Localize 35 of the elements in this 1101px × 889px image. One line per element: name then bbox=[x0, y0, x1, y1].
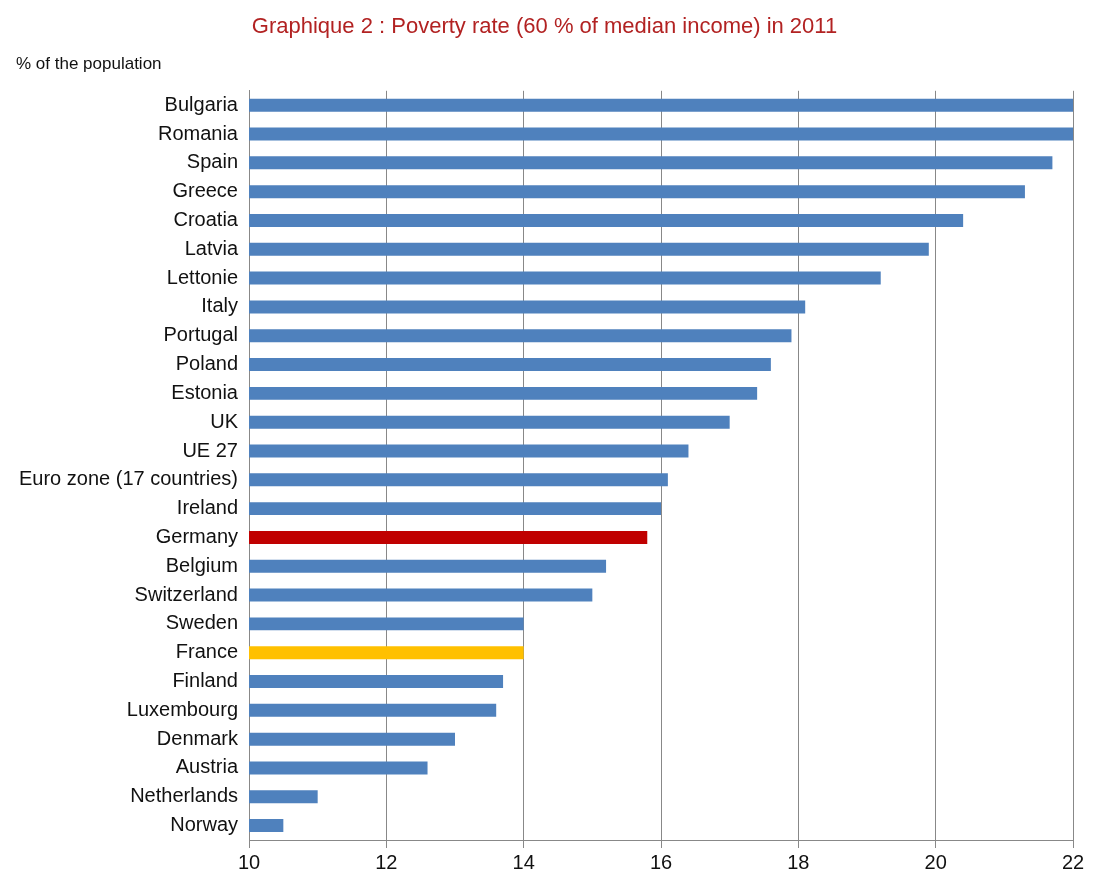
y-tick-label: Spain bbox=[186, 150, 238, 173]
y-tick-label: France bbox=[175, 640, 238, 663]
y-tick-label: Austria bbox=[175, 755, 239, 778]
y-tick-label: Sweden bbox=[165, 611, 238, 634]
x-tick-label: 18 bbox=[787, 850, 810, 873]
y-tick-label: Belgium bbox=[165, 553, 238, 576]
y-tick-label: Luxembourg bbox=[126, 697, 238, 720]
y-tick-label: Poland bbox=[175, 352, 238, 375]
y-tick-label: Finland bbox=[172, 669, 238, 692]
chart-title: Graphique 2 : Poverty rate (60 % of median income) in 2011 bbox=[251, 13, 838, 39]
y-tick-label: Netherlands bbox=[130, 784, 238, 807]
y-tick-label: Estonia bbox=[171, 380, 239, 403]
y-tick-label: Euro zone (17 countries) bbox=[18, 467, 238, 490]
y-tick-label: Bulgaria bbox=[164, 92, 239, 115]
y-tick-label: Ireland bbox=[176, 496, 238, 519]
y-tick-label: Portugal bbox=[163, 323, 238, 346]
text: % of the population bbox=[16, 54, 162, 74]
y-tick-label: Norway bbox=[170, 813, 238, 836]
x-tick-label: 10 bbox=[237, 850, 261, 873]
y-tick-label: UE 27 bbox=[182, 438, 238, 461]
y-tick-label: Germany bbox=[155, 524, 238, 547]
y-tick-label: Lettonie bbox=[166, 265, 238, 288]
y-tick-label: Latvia bbox=[184, 236, 239, 259]
x-tick-label: 12 bbox=[375, 850, 398, 873]
y-tick-label: Greece bbox=[172, 179, 238, 202]
y-tick-label: Italy bbox=[201, 294, 238, 317]
x-tick-label: 16 bbox=[649, 850, 673, 873]
x-tick-label: 14 bbox=[512, 850, 535, 873]
x-tick-label: 22 bbox=[1061, 850, 1085, 873]
x-tick-label: 20 bbox=[924, 850, 947, 873]
y-tick-label: Croatia bbox=[173, 207, 239, 230]
y-tick-label: Romania bbox=[157, 121, 239, 144]
y-tick-label: Denmark bbox=[156, 726, 239, 749]
y-tick-label: Switzerland bbox=[134, 582, 238, 605]
y-tick-label: UK bbox=[210, 409, 239, 432]
